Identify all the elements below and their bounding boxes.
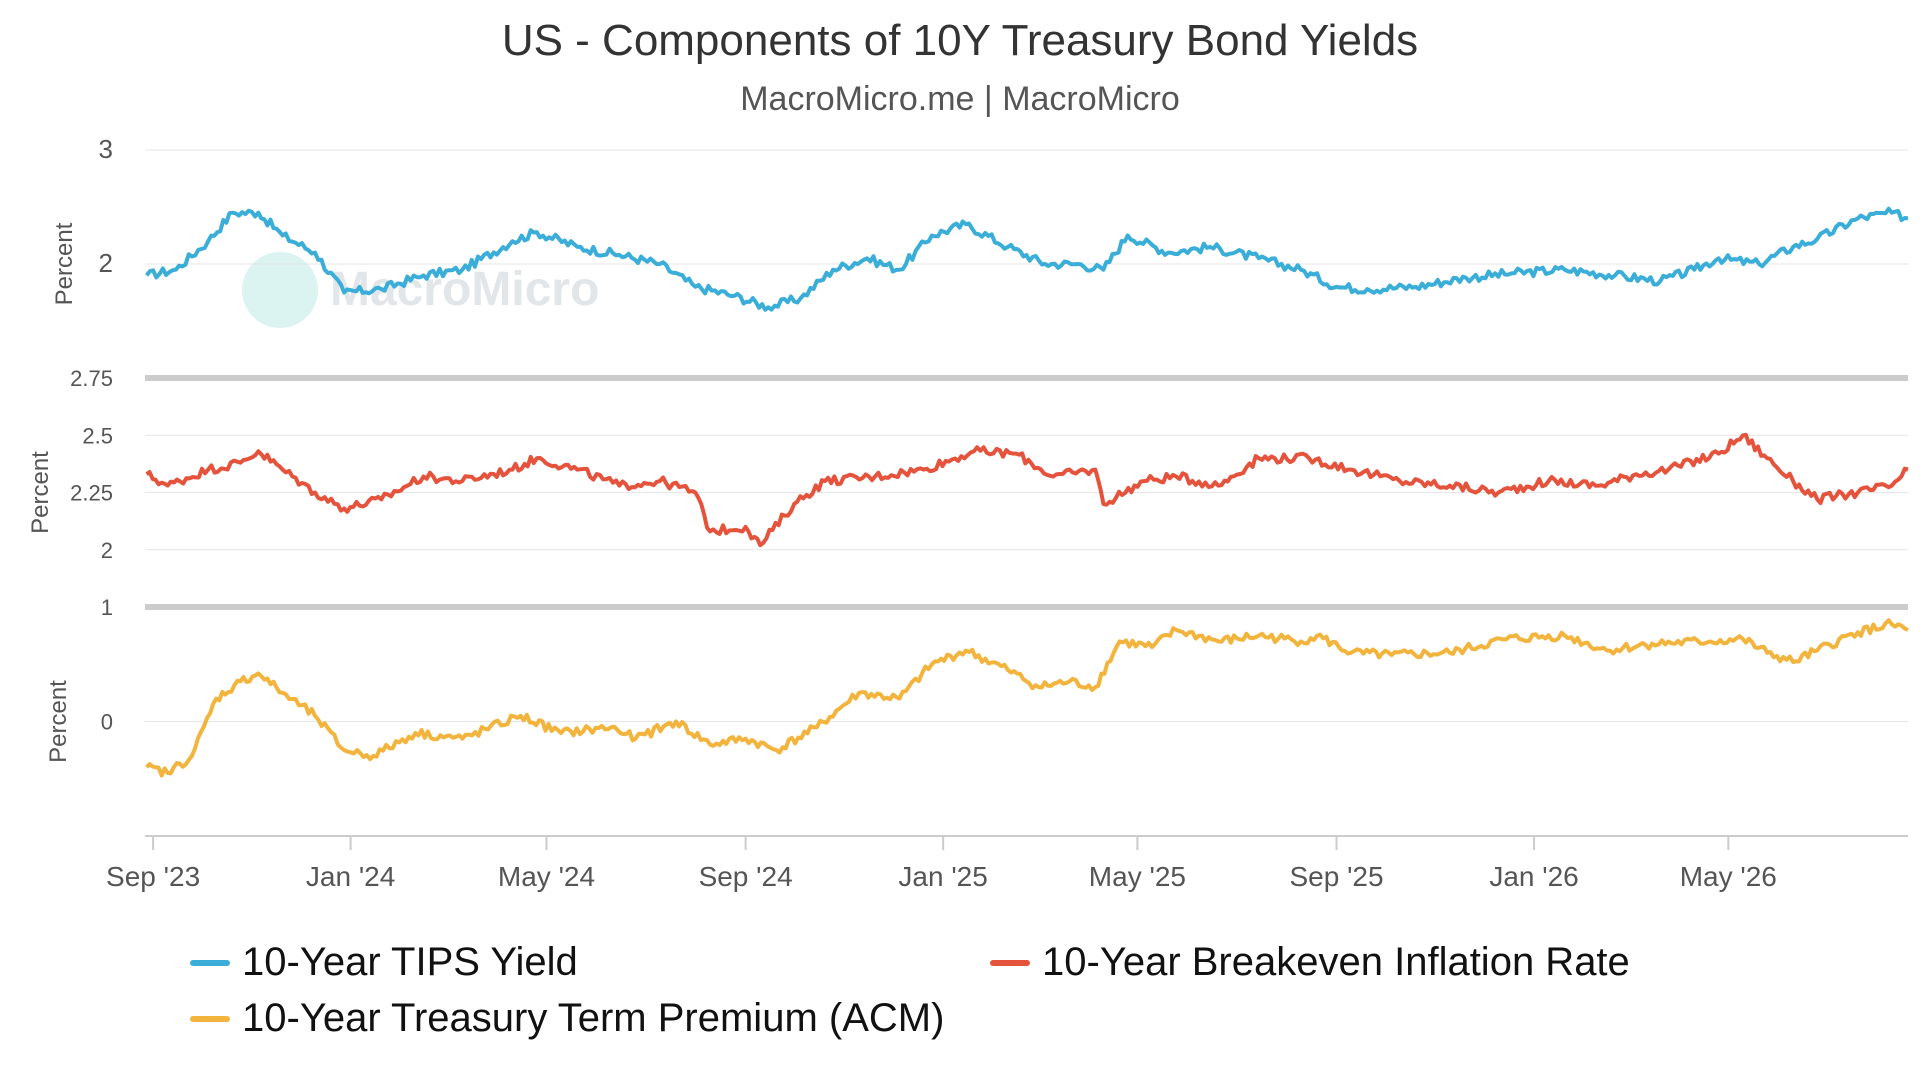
- legend-item-term-premium[interactable]: 10-Year Treasury Term Premium (ACM): [190, 996, 944, 1041]
- x-tick-label: May '24: [498, 861, 595, 892]
- y-tick-label: 1: [101, 595, 113, 620]
- x-tick-label: Jan '24: [306, 861, 395, 892]
- y-tick-label: 0: [101, 710, 113, 735]
- legend-label-breakeven: 10-Year Breakeven Inflation Rate: [1042, 940, 1630, 984]
- legend-swatch-term-premium: [190, 1015, 230, 1022]
- legend-item-breakeven[interactable]: 10-Year Breakeven Inflation Rate: [990, 940, 1630, 985]
- chart-title: US - Components of 10Y Treasury Bond Yie…: [501, 16, 1419, 65]
- x-tick-label: Sep '25: [1289, 861, 1383, 892]
- y-axis-title: Percent: [27, 451, 54, 534]
- watermark-text: MacroMicro: [330, 263, 599, 316]
- x-tick-label: May '26: [1680, 861, 1777, 892]
- x-tick-label: May '25: [1089, 861, 1186, 892]
- series-line-1: [145, 206, 1909, 312]
- y-tick-label: 2.75: [70, 366, 113, 391]
- series-line-3: [145, 618, 1909, 778]
- legend-swatch-tips: [190, 959, 230, 966]
- legend-item-tips[interactable]: 10-Year TIPS Yield: [190, 940, 578, 985]
- y-tick-label: 2.25: [70, 481, 113, 506]
- x-tick-label: Jan '26: [1489, 861, 1578, 892]
- y-tick-label: 2.5: [82, 423, 113, 448]
- watermark: MacroMicro: [242, 252, 599, 328]
- legend-label-tips: 10-Year TIPS Yield: [242, 940, 578, 984]
- legend-label-term-premium: 10-Year Treasury Term Premium (ACM): [242, 996, 945, 1040]
- x-tick-label: Sep '23: [106, 861, 200, 892]
- y-tick-label: 3: [99, 134, 113, 164]
- y-axis-title: Percent: [45, 680, 72, 763]
- series-line-2: [145, 432, 1909, 548]
- y-tick-label: 2: [101, 538, 113, 563]
- y-tick-label: 2: [99, 248, 113, 278]
- y-axis-title: Percent: [51, 222, 78, 305]
- x-tick-label: Jan '25: [898, 861, 987, 892]
- watermark-logo: [242, 252, 318, 328]
- x-tick-label: Sep '24: [699, 861, 793, 892]
- chart-subtitle: MacroMicro.me | MacroMicro: [740, 80, 1180, 118]
- legend-swatch-breakeven: [990, 959, 1030, 966]
